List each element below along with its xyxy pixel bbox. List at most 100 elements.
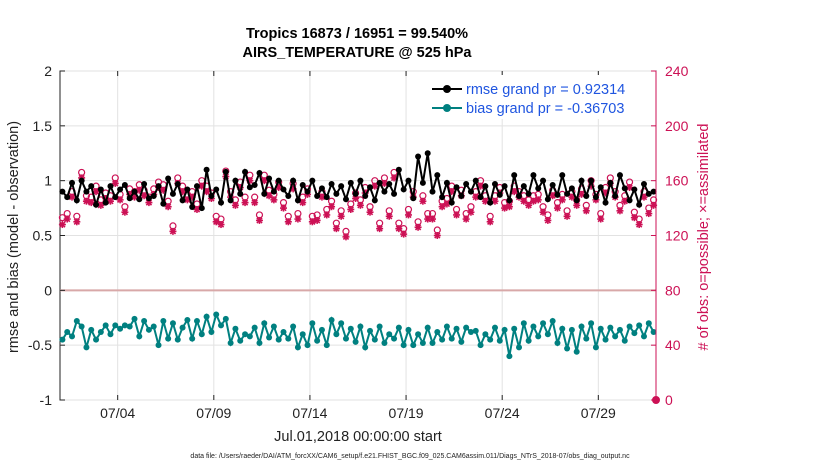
rmse-point bbox=[227, 197, 234, 204]
obs-assimilated-point bbox=[400, 230, 408, 238]
asterisk-stroke bbox=[487, 218, 494, 225]
rmse-point bbox=[97, 186, 104, 193]
asterisk-stroke bbox=[112, 180, 119, 187]
asterisk-stroke bbox=[376, 225, 383, 232]
rmse-point bbox=[270, 188, 277, 195]
y-tick-label-right: 40 bbox=[665, 337, 681, 353]
asterisk-stroke bbox=[645, 210, 652, 217]
bias-point bbox=[381, 339, 388, 346]
bias-point bbox=[270, 323, 277, 330]
y-tick-label-right: 160 bbox=[665, 173, 689, 189]
obs-assimilated-point bbox=[371, 182, 379, 190]
bias-point bbox=[501, 326, 508, 333]
asterisk-stroke bbox=[381, 180, 388, 187]
bias-point bbox=[583, 335, 590, 342]
bias-point bbox=[126, 323, 133, 330]
obs-assimilated-point bbox=[645, 210, 653, 218]
asterisk-stroke bbox=[636, 221, 643, 228]
bias-point bbox=[429, 339, 436, 346]
rmse-point bbox=[559, 172, 566, 179]
bias-point bbox=[208, 329, 215, 336]
bias-point bbox=[64, 329, 71, 336]
bias-point bbox=[607, 324, 614, 331]
rmse-point bbox=[323, 194, 330, 201]
bias-point bbox=[602, 336, 609, 343]
bias-point bbox=[347, 325, 354, 332]
y-tick-label-right: 120 bbox=[665, 228, 689, 244]
rmse-point bbox=[237, 190, 244, 197]
obs-assimilated-point bbox=[145, 199, 153, 207]
bias-point bbox=[448, 335, 455, 342]
bias-point bbox=[179, 324, 186, 331]
bias-point bbox=[184, 316, 191, 323]
asterisk-stroke bbox=[169, 228, 177, 235]
rmse-point bbox=[400, 186, 407, 193]
bias-point bbox=[266, 334, 273, 341]
bias-point bbox=[520, 320, 527, 327]
obs-assimilated-point bbox=[63, 215, 71, 223]
rmse-point bbox=[376, 179, 383, 186]
rmse-point bbox=[222, 168, 229, 175]
rmse-point bbox=[367, 184, 374, 191]
bias-point bbox=[626, 323, 633, 330]
asterisk-stroke bbox=[419, 198, 427, 205]
asterisk-stroke bbox=[482, 198, 489, 205]
rmse-point bbox=[583, 193, 590, 200]
bias-point bbox=[145, 326, 152, 333]
bias-point bbox=[540, 320, 547, 327]
rmse-point bbox=[193, 183, 200, 190]
asterisk-stroke bbox=[443, 200, 451, 208]
rmse-point bbox=[645, 190, 652, 197]
obs-assimilated-point bbox=[376, 225, 384, 233]
rmse-point bbox=[496, 191, 503, 198]
rmse-point bbox=[578, 177, 585, 184]
rmse-point bbox=[69, 179, 76, 186]
rmse-point bbox=[491, 180, 498, 187]
rmse-point bbox=[342, 196, 349, 203]
bias-point bbox=[203, 313, 210, 320]
asterisk-stroke bbox=[328, 203, 335, 210]
bias-point bbox=[491, 324, 498, 331]
asterisk-stroke bbox=[386, 213, 393, 220]
obs-assimilated-point bbox=[164, 203, 172, 211]
axis-ticks: 07/04 07/09 07/14 07/19 07/24 07/29 -1 -0.5 0 0.5… bbox=[28, 63, 689, 421]
rmse-point bbox=[261, 190, 268, 197]
asterisk-stroke bbox=[371, 182, 378, 190]
asterisk-stroke bbox=[650, 202, 657, 209]
rmse-point bbox=[482, 183, 489, 190]
bias-point bbox=[612, 333, 619, 340]
rmse-point bbox=[434, 172, 441, 179]
bias-point bbox=[174, 336, 181, 343]
asterisk-stroke bbox=[232, 202, 239, 209]
y-tick-label-left: 2 bbox=[44, 63, 52, 79]
obs-assimilated-point bbox=[467, 208, 475, 216]
obs-assimilated-point bbox=[534, 196, 542, 204]
rmse-point bbox=[242, 168, 249, 175]
asterisk-stroke bbox=[472, 193, 479, 201]
bias-point bbox=[93, 336, 100, 343]
bias-point bbox=[285, 335, 292, 342]
asterisk-stroke bbox=[390, 174, 398, 182]
obs-assimilated-point bbox=[356, 201, 364, 209]
y-axis-label-left: rmse and bias (model - observation) bbox=[6, 121, 22, 353]
asterisk-stroke bbox=[573, 202, 580, 209]
bias-point bbox=[73, 318, 80, 325]
bias-point bbox=[439, 336, 446, 343]
bias-point bbox=[193, 318, 200, 325]
rmse-point bbox=[381, 188, 388, 195]
rmse-point bbox=[314, 193, 321, 200]
bias-point bbox=[568, 326, 575, 333]
rmse-point bbox=[169, 190, 176, 197]
rmse-point bbox=[549, 182, 556, 189]
rmse-point bbox=[429, 188, 436, 195]
y-tick-label-left: -0.5 bbox=[28, 337, 52, 353]
obs-assimilated-point bbox=[429, 215, 436, 223]
bias-point bbox=[650, 329, 657, 336]
rmse-point bbox=[352, 190, 359, 197]
bias-point bbox=[227, 339, 234, 346]
rmse-point bbox=[472, 177, 479, 184]
asterisk-stroke bbox=[318, 193, 326, 201]
rmse-point bbox=[83, 188, 90, 195]
asterisk-stroke bbox=[294, 215, 302, 223]
